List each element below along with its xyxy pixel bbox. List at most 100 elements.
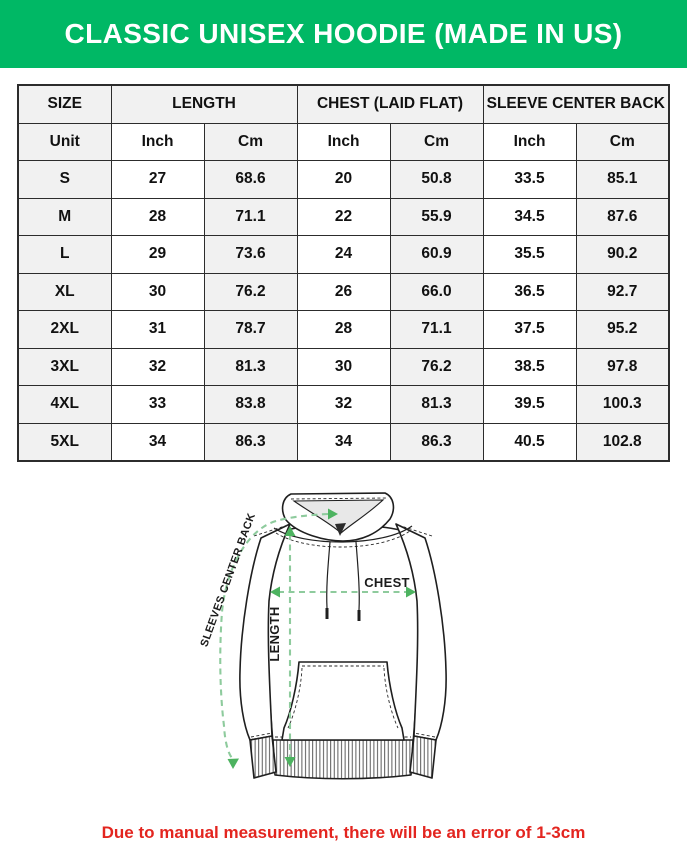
left-drawstring bbox=[325, 541, 331, 609]
pocket-stitch-left bbox=[287, 667, 302, 729]
measurement-cell: 71.1 bbox=[203, 197, 298, 236]
unit-cm-cell: Cm bbox=[575, 122, 670, 161]
size-chart-table: SIZE LENGTH CHEST (LAID FLAT) SLEEVE CEN… bbox=[17, 84, 670, 462]
measurement-cell: 87.6 bbox=[575, 197, 670, 236]
size-cell: 5XL bbox=[17, 422, 112, 462]
sleeves-arrowhead-cuff bbox=[227, 758, 239, 769]
size-cell: 3XL bbox=[17, 347, 112, 386]
size-cell: 4XL bbox=[17, 385, 112, 424]
size-cell: XL bbox=[17, 272, 112, 311]
title-banner: CLASSIC UNISEX HOODIE (MADE IN US) bbox=[0, 0, 687, 68]
measurement-cell: 28 bbox=[296, 310, 391, 349]
size-cell: M bbox=[17, 197, 112, 236]
pocket-stitch-right bbox=[383, 667, 398, 729]
table-row: 4XL 33 83.8 32 81.3 39.5 100.3 bbox=[17, 385, 670, 424]
measurement-cell: 36.5 bbox=[482, 272, 577, 311]
left-cuff bbox=[248, 735, 277, 779]
measurement-cell: 39.5 bbox=[482, 385, 577, 424]
length-arrowhead-bottom bbox=[284, 757, 295, 767]
chest-arrowhead-right bbox=[405, 586, 416, 598]
sleeves-arrowhead-neck bbox=[327, 508, 338, 520]
measurement-cell: 22 bbox=[296, 197, 391, 236]
length-arrowhead-top bbox=[284, 526, 295, 536]
table-row: 5XL 34 86.3 34 86.3 40.5 102.8 bbox=[17, 422, 670, 462]
collar-stitch bbox=[275, 530, 410, 548]
chest-label: CHEST bbox=[364, 575, 410, 590]
measurement-cell: 76.2 bbox=[389, 347, 484, 386]
right-cuff-stitch bbox=[413, 732, 435, 738]
measurement-cell: 40.5 bbox=[482, 422, 577, 462]
unit-header-cell: Unit bbox=[17, 122, 112, 161]
measurement-cell: 68.6 bbox=[203, 160, 298, 199]
measurement-cell: 31 bbox=[110, 310, 205, 349]
measurement-cell: 86.3 bbox=[203, 422, 298, 462]
measurement-cell: 34.5 bbox=[482, 197, 577, 236]
table-row: 3XL 32 81.3 30 76.2 38.5 97.8 bbox=[17, 347, 670, 386]
measurement-cell: 86.3 bbox=[389, 422, 484, 462]
table-row: M 28 71.1 22 55.9 34.5 87.6 bbox=[17, 197, 670, 236]
measurement-cell: 38.5 bbox=[482, 347, 577, 386]
left-shoulder-stitch bbox=[253, 524, 288, 537]
measurement-cell: 33 bbox=[110, 385, 205, 424]
measurement-cell: 30 bbox=[110, 272, 205, 311]
measurement-cell: 34 bbox=[110, 422, 205, 462]
column-header-chest: CHEST (LAID FLAT) bbox=[296, 84, 484, 124]
right-shoulder-stitch bbox=[397, 524, 432, 537]
measurement-cell: 102.8 bbox=[575, 422, 670, 462]
length-label: LENGTH bbox=[267, 606, 282, 661]
chest-arrowhead-left bbox=[269, 586, 280, 598]
unit-inch-cell: Inch bbox=[296, 122, 391, 161]
measurement-cell: 33.5 bbox=[482, 160, 577, 199]
measurement-cell: 37.5 bbox=[482, 310, 577, 349]
measurement-cell: 85.1 bbox=[575, 160, 670, 199]
measurement-cell: 83.8 bbox=[203, 385, 298, 424]
measurement-cell: 97.8 bbox=[575, 347, 670, 386]
measurement-cell: 81.3 bbox=[389, 385, 484, 424]
unit-inch-cell: Inch bbox=[482, 122, 577, 161]
size-cell: S bbox=[17, 160, 112, 199]
table-row: L 29 73.6 24 60.9 35.5 90.2 bbox=[17, 235, 670, 274]
measurement-cell: 78.7 bbox=[203, 310, 298, 349]
measurement-cell: 100.3 bbox=[575, 385, 670, 424]
measurement-cell: 60.9 bbox=[389, 235, 484, 274]
measurement-cell: 27 bbox=[110, 160, 205, 199]
measurement-cell: 32 bbox=[110, 347, 205, 386]
measurement-cell: 71.1 bbox=[389, 310, 484, 349]
measurement-cell: 55.9 bbox=[389, 197, 484, 236]
hoodie-measurement-diagram: CHEST LENGTH SLEEVES CENTER BACK bbox=[0, 476, 687, 821]
measurement-cell: 92.7 bbox=[575, 272, 670, 311]
measurement-cell: 32 bbox=[296, 385, 391, 424]
measurement-cell: 28 bbox=[110, 197, 205, 236]
measurement-cell: 35.5 bbox=[482, 235, 577, 274]
table-unit-row: Unit Inch Cm Inch Cm Inch Cm bbox=[17, 122, 670, 161]
table-row: 2XL 31 78.7 28 71.1 37.5 95.2 bbox=[17, 310, 670, 349]
unit-cm-cell: Cm bbox=[389, 122, 484, 161]
unit-inch-cell: Inch bbox=[110, 122, 205, 161]
right-drawstring bbox=[354, 541, 360, 611]
column-header-length: LENGTH bbox=[110, 84, 298, 124]
measurement-cell: 20 bbox=[296, 160, 391, 199]
hood-inner-shadow bbox=[334, 523, 346, 536]
measurement-cell: 66.0 bbox=[389, 272, 484, 311]
measurement-cell: 50.8 bbox=[389, 160, 484, 199]
column-header-size: SIZE bbox=[17, 84, 112, 124]
size-cell: L bbox=[17, 235, 112, 274]
measurement-cell: 30 bbox=[296, 347, 391, 386]
unit-cm-cell: Cm bbox=[203, 122, 298, 161]
page-title: CLASSIC UNISEX HOODIE (MADE IN US) bbox=[64, 18, 623, 49]
table-row: S 27 68.6 20 50.8 33.5 85.1 bbox=[17, 160, 670, 199]
sleeves-center-back-arrow-line bbox=[218, 512, 328, 759]
measurement-disclaimer: Due to manual measurement, there will be… bbox=[101, 823, 586, 842]
measurement-cell: 73.6 bbox=[203, 235, 298, 274]
size-cell: 2XL bbox=[17, 310, 112, 349]
measurement-cell: 81.3 bbox=[203, 347, 298, 386]
hoodie-waistband bbox=[271, 739, 414, 780]
measurement-cell: 26 bbox=[296, 272, 391, 311]
measurement-cell: 95.2 bbox=[575, 310, 670, 349]
measurement-cell: 76.2 bbox=[203, 272, 298, 311]
right-cuff bbox=[408, 735, 437, 779]
table-row: XL 30 76.2 26 66.0 36.5 92.7 bbox=[17, 272, 670, 311]
measurement-cell: 34 bbox=[296, 422, 391, 462]
hoodie-pocket bbox=[280, 661, 405, 741]
